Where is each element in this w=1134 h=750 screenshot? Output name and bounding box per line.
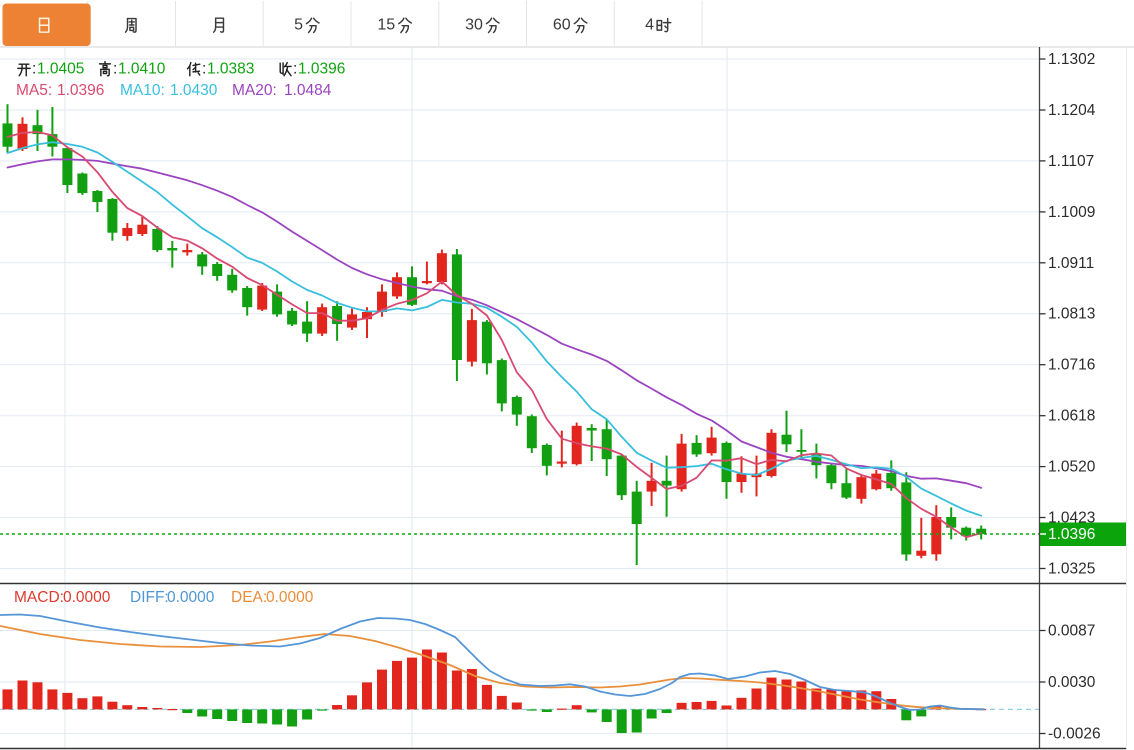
svg-text:30: 30 <box>465 17 483 34</box>
svg-text:0.0000: 0.0000 <box>63 589 111 606</box>
svg-text:1.0396: 1.0396 <box>1048 526 1095 543</box>
svg-text:1.1107: 1.1107 <box>1048 153 1094 170</box>
svg-text:1.0911: 1.0911 <box>1048 255 1094 272</box>
svg-text:1.0520: 1.0520 <box>1048 459 1096 476</box>
svg-text:MA20:: MA20: <box>232 82 277 99</box>
svg-text:4: 4 <box>645 17 654 34</box>
svg-text:-0.0026: -0.0026 <box>1048 726 1101 743</box>
svg-text:DEA:: DEA: <box>231 589 267 606</box>
svg-text:1.0430: 1.0430 <box>170 82 218 99</box>
svg-text:MA5:: MA5: <box>16 82 52 99</box>
svg-text:1.0396: 1.0396 <box>57 82 104 99</box>
svg-text:1.1302: 1.1302 <box>1048 51 1095 68</box>
svg-text:1.0813: 1.0813 <box>1048 306 1095 323</box>
svg-text:1.0484: 1.0484 <box>284 82 332 99</box>
svg-text::: : <box>293 61 297 78</box>
svg-text:0.0030: 0.0030 <box>1048 674 1096 691</box>
svg-text::: : <box>202 61 206 78</box>
svg-text:MA10:: MA10: <box>120 82 165 99</box>
svg-text:1.0716: 1.0716 <box>1048 357 1095 374</box>
svg-text:MACD:: MACD: <box>14 589 64 606</box>
svg-text:1.1204: 1.1204 <box>1048 102 1096 119</box>
svg-text:1.0383: 1.0383 <box>207 61 254 78</box>
svg-text:0.0000: 0.0000 <box>266 589 314 606</box>
svg-text:15: 15 <box>377 17 395 34</box>
svg-text:1.0423: 1.0423 <box>1048 510 1095 527</box>
svg-text:1.0405: 1.0405 <box>37 61 84 78</box>
svg-text:0.0087: 0.0087 <box>1048 623 1095 640</box>
svg-text:0.0000: 0.0000 <box>167 589 215 606</box>
svg-text:1.0325: 1.0325 <box>1048 561 1095 578</box>
svg-text:1.0396: 1.0396 <box>298 61 345 78</box>
svg-text:1.0618: 1.0618 <box>1048 408 1095 425</box>
svg-text:5: 5 <box>294 17 303 34</box>
svg-text::: : <box>32 61 36 78</box>
svg-text:60: 60 <box>553 17 571 34</box>
svg-text:1.1009: 1.1009 <box>1048 204 1095 221</box>
svg-text:DIFF:: DIFF: <box>130 589 169 606</box>
svg-text::: : <box>113 61 117 78</box>
svg-text:1.0410: 1.0410 <box>118 61 166 78</box>
